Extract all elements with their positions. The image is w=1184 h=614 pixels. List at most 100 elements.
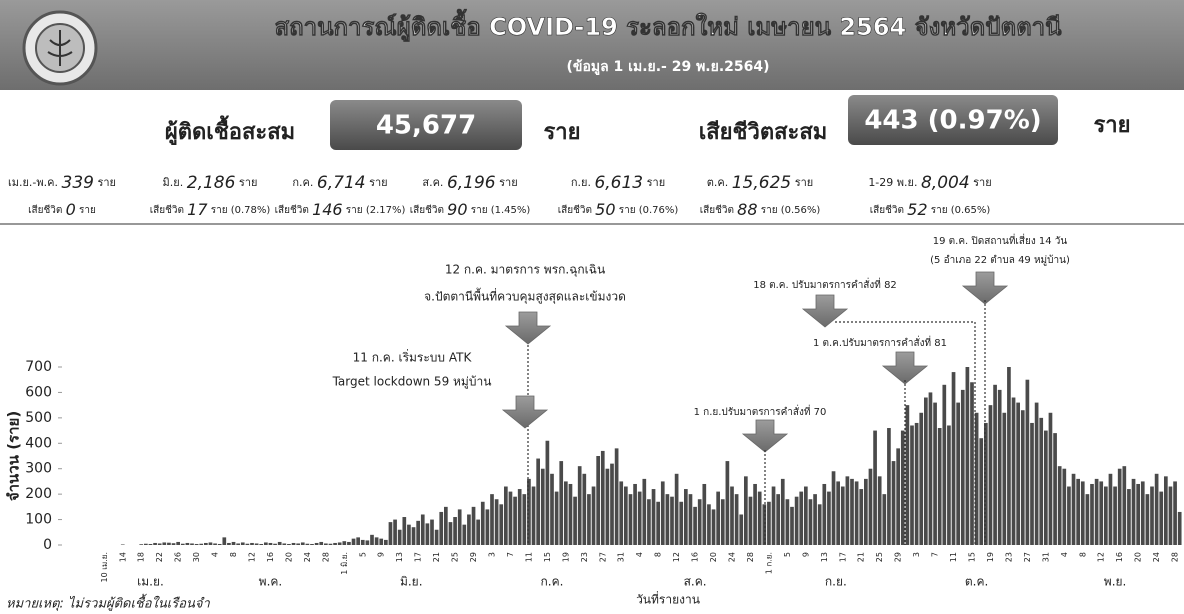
y-tick-label: 600 (25, 384, 52, 400)
bar (254, 543, 259, 545)
x-tick-label: 3 (912, 552, 921, 557)
x-tick-label: 30 (192, 552, 201, 562)
bar (531, 486, 536, 545)
month-label: พ.ค. (259, 575, 283, 589)
cases: 6,714 (317, 173, 366, 193)
bar (956, 402, 960, 545)
bar (720, 499, 725, 545)
death-label: เสียชีวิต (28, 204, 62, 216)
deaths-label: เสียชีวิตสะสม (699, 120, 828, 145)
bar (831, 471, 836, 545)
bar (877, 476, 882, 545)
bar (785, 499, 790, 545)
x-tick-label: 29 (894, 552, 903, 562)
period: ก.ค. (292, 176, 313, 189)
bar (730, 486, 734, 545)
x-tick-label: 27 (1023, 552, 1032, 562)
bar (587, 494, 591, 545)
x-tick-label: 16 (266, 552, 275, 562)
bar (960, 389, 965, 545)
bar (476, 519, 480, 545)
x-tick-label: 14 (118, 552, 127, 562)
bar (1002, 412, 1007, 545)
y-tick-label: 700 (25, 359, 52, 375)
bar (1020, 410, 1025, 545)
bar (314, 542, 319, 545)
x-tick-label: 24 (1152, 552, 1161, 562)
period: ส.ค. (422, 176, 443, 189)
bar (171, 543, 176, 545)
bar (1011, 397, 1016, 545)
bar (176, 541, 180, 545)
unit: ราย (97, 176, 116, 189)
monthly-deaths: เสียชีวิต 0 ราย (28, 200, 96, 219)
bar (264, 542, 268, 545)
x-tick-label: 31 (617, 552, 626, 562)
x-tick-label: 20 (284, 552, 293, 562)
x-tick-label: 24 (728, 552, 737, 562)
annotation-text: 1 ต.ค.ปรับมาตรการคำสั่งที่ 81 (813, 335, 947, 349)
cases: 6,613 (594, 173, 643, 193)
bar (748, 496, 753, 545)
x-tick-label: 23 (1004, 552, 1013, 562)
bar (600, 450, 605, 545)
deaths-unit: ราย (1093, 113, 1130, 138)
header-band (0, 0, 1184, 90)
bar (827, 491, 831, 545)
bar (374, 537, 379, 545)
x-tick-label: 1 มิ.ย. (340, 552, 349, 575)
x-tick-label: 7 (931, 552, 940, 557)
deaths-total: 443 (0.97%) (864, 106, 1041, 136)
month-label: ก.ค. (541, 575, 564, 589)
bar (300, 542, 305, 545)
death-suffix: ราย (0.76%) (619, 205, 679, 216)
bar (725, 461, 730, 545)
bar (840, 486, 845, 545)
subtitle: (ข้อมูล 1 เม.ย.- 29 พ.ย.2564) (567, 59, 770, 75)
bar (527, 478, 531, 545)
bar (1090, 483, 1094, 545)
annotation-text: 1 ก.ย.ปรับมาตรการคำสั่งที่ 70 (694, 404, 827, 418)
bar (554, 491, 559, 545)
bar (817, 504, 822, 545)
unit: ราย (369, 176, 388, 189)
bar (1048, 412, 1053, 545)
cases: 8,004 (921, 173, 970, 193)
bar (282, 543, 287, 545)
death-suffix: ราย (0.78%) (211, 205, 271, 216)
death-label: เสียชีวิต (558, 204, 592, 216)
x-tick-label: 8 (229, 552, 238, 557)
x-tick-label: 4 (211, 552, 220, 557)
bar (333, 542, 337, 545)
bar (1154, 473, 1159, 545)
bar (799, 491, 804, 545)
bar (1177, 511, 1182, 545)
month-label: ก.ย. (825, 575, 847, 589)
bar (845, 476, 850, 545)
bar (291, 542, 296, 545)
bar (928, 392, 933, 545)
bar (568, 483, 573, 545)
bar (605, 468, 610, 545)
bar (794, 496, 799, 545)
bar (407, 524, 411, 545)
bar (120, 544, 125, 545)
period: ต.ค. (707, 176, 729, 189)
month-label: พ.ย. (1104, 575, 1127, 589)
y-tick-label: 400 (25, 435, 52, 451)
death-suffix: ราย (2.17%) (346, 205, 406, 216)
bar (1104, 486, 1108, 545)
bar (190, 543, 194, 545)
x-tick-label: 21 (432, 552, 441, 562)
x-tick-label: 10 เม.ย. (100, 552, 109, 583)
bar (550, 473, 554, 545)
bar (1145, 494, 1150, 545)
x-tick-label: 25 (451, 552, 460, 562)
bar (697, 499, 702, 545)
bar (425, 523, 430, 545)
bar (776, 494, 780, 545)
bar (896, 448, 900, 545)
x-tick-label: 22 (155, 552, 164, 562)
